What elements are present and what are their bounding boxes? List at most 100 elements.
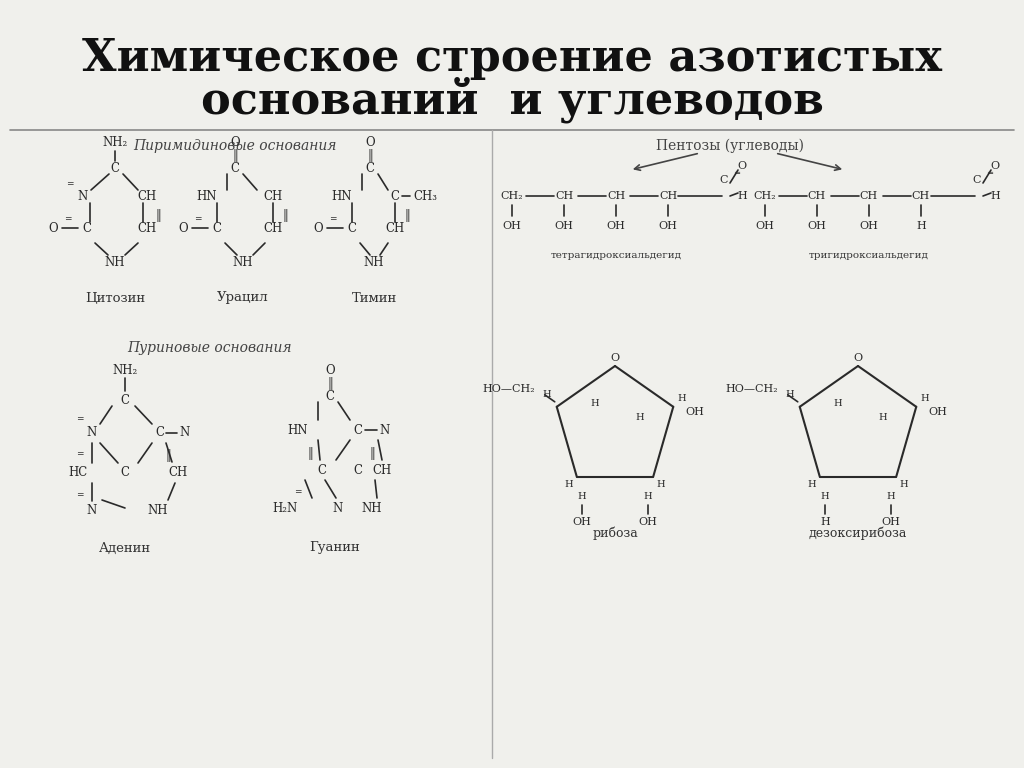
Text: оснований  и углеводов: оснований и углеводов xyxy=(201,77,823,123)
Text: Гуанин: Гуанин xyxy=(309,541,360,554)
Text: OH: OH xyxy=(572,517,591,527)
Text: H: H xyxy=(737,191,746,201)
Text: C: C xyxy=(230,161,240,174)
Text: N: N xyxy=(380,423,390,436)
Text: C: C xyxy=(720,175,728,185)
Text: C: C xyxy=(156,426,165,439)
Text: ‖: ‖ xyxy=(283,208,288,221)
Text: O: O xyxy=(230,137,240,150)
Text: ‖: ‖ xyxy=(369,446,375,459)
Text: =: = xyxy=(76,492,84,501)
Text: Цитозин: Цитозин xyxy=(85,292,145,304)
Text: NH: NH xyxy=(147,504,168,517)
Text: CH: CH xyxy=(860,191,879,201)
Text: C: C xyxy=(326,389,335,402)
Text: CH: CH xyxy=(263,221,283,234)
Text: CH: CH xyxy=(168,466,187,479)
Text: N: N xyxy=(78,190,88,203)
Text: дезоксирибоза: дезоксирибоза xyxy=(809,526,907,540)
Text: C: C xyxy=(121,466,129,479)
Text: C: C xyxy=(390,190,399,203)
Text: H: H xyxy=(564,480,573,489)
Text: H: H xyxy=(543,390,551,399)
Text: ═: ═ xyxy=(734,170,739,178)
Text: OH: OH xyxy=(639,517,657,527)
Text: ‖: ‖ xyxy=(404,208,410,221)
Text: C: C xyxy=(111,161,120,174)
Text: OH: OH xyxy=(808,221,826,231)
Text: H: H xyxy=(900,480,908,489)
Text: CH: CH xyxy=(607,191,625,201)
Text: =: = xyxy=(76,415,84,425)
Text: HN: HN xyxy=(288,423,308,436)
Text: Тимин: Тимин xyxy=(351,292,396,304)
Text: ‖: ‖ xyxy=(327,378,333,390)
Text: C: C xyxy=(353,464,362,476)
Text: C: C xyxy=(83,221,91,234)
Text: OH: OH xyxy=(606,221,626,231)
Text: C: C xyxy=(317,464,327,476)
Text: H: H xyxy=(990,191,999,201)
Text: HO—CH₂: HO—CH₂ xyxy=(482,384,536,394)
Text: O: O xyxy=(48,221,57,234)
Text: CH: CH xyxy=(808,191,826,201)
Text: O: O xyxy=(990,161,999,171)
Text: NH₂: NH₂ xyxy=(102,137,128,150)
Text: N: N xyxy=(180,426,190,439)
Text: =: = xyxy=(195,216,202,224)
Text: CH: CH xyxy=(385,221,404,234)
Text: NH₂: NH₂ xyxy=(113,363,137,376)
Text: CH₂: CH₂ xyxy=(754,191,776,201)
Text: H: H xyxy=(644,492,652,502)
Text: HO—CH₂: HO—CH₂ xyxy=(725,384,778,394)
Text: тригидроксиальдегид: тригидроксиальдегид xyxy=(809,251,929,260)
Text: CH: CH xyxy=(658,191,677,201)
Text: H: H xyxy=(785,390,794,399)
Text: =: = xyxy=(330,216,337,224)
Text: O: O xyxy=(178,221,187,234)
Text: ‖: ‖ xyxy=(165,449,171,462)
Text: Химическое строение азотистых: Химическое строение азотистых xyxy=(82,37,942,80)
Text: NH: NH xyxy=(361,502,382,515)
Text: CH: CH xyxy=(373,464,391,476)
Text: Пентозы (углеводы): Пентозы (углеводы) xyxy=(656,139,804,153)
Text: OH: OH xyxy=(555,221,573,231)
Text: =: = xyxy=(65,216,72,224)
Text: C: C xyxy=(973,175,981,185)
Text: H: H xyxy=(808,480,816,489)
Text: CH₂: CH₂ xyxy=(501,191,523,201)
Text: HC: HC xyxy=(69,466,88,479)
Text: CH₃: CH₃ xyxy=(413,190,437,203)
Text: ‖: ‖ xyxy=(368,150,373,163)
Text: Пиримидиновые основания: Пиримидиновые основания xyxy=(133,139,337,153)
Text: OH: OH xyxy=(882,517,901,527)
Text: C: C xyxy=(353,423,362,436)
Text: H: H xyxy=(636,413,644,422)
Text: Урацил: Урацил xyxy=(217,292,269,304)
Text: CH: CH xyxy=(263,190,283,203)
Text: =: = xyxy=(76,451,84,459)
Text: ═: ═ xyxy=(987,170,992,178)
Text: тетрагидроксиальдегид: тетрагидроксиальдегид xyxy=(551,251,682,260)
Text: C: C xyxy=(121,393,129,406)
Text: CH: CH xyxy=(137,221,157,234)
Text: рибоза: рибоза xyxy=(592,526,638,540)
Text: H: H xyxy=(820,492,829,502)
Text: OH: OH xyxy=(929,407,947,417)
Text: N: N xyxy=(333,502,343,515)
Text: O: O xyxy=(853,353,862,363)
Text: CH: CH xyxy=(555,191,573,201)
Text: ‖: ‖ xyxy=(232,150,238,163)
Text: C: C xyxy=(347,221,356,234)
Text: =: = xyxy=(294,488,302,498)
Text: H: H xyxy=(820,517,829,527)
Text: H₂N: H₂N xyxy=(272,502,298,515)
Text: H: H xyxy=(677,394,686,403)
Text: HN: HN xyxy=(197,190,217,203)
Text: C: C xyxy=(213,221,221,234)
Text: Аденин: Аденин xyxy=(99,541,152,554)
Text: CH: CH xyxy=(137,190,157,203)
Text: H: H xyxy=(887,492,895,502)
Text: ‖: ‖ xyxy=(155,208,161,221)
Text: NH: NH xyxy=(104,257,125,270)
